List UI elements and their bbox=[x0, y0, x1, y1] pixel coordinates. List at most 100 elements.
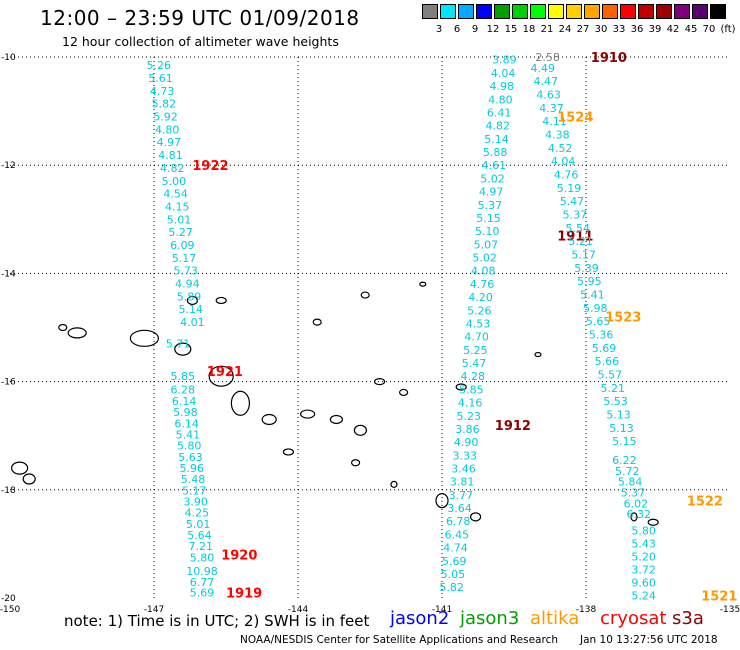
wave-height-value: 5.54 bbox=[566, 222, 591, 235]
island-outline bbox=[647, 518, 659, 526]
scale-tick-label: 42 bbox=[666, 24, 680, 35]
pass-time-label: 1922 bbox=[192, 159, 228, 174]
wave-height-value: 5.17 bbox=[172, 252, 197, 265]
wave-height-value: 5.17 bbox=[182, 484, 207, 497]
scale-tick-label: 9 bbox=[471, 24, 479, 35]
scale-swatch bbox=[458, 4, 474, 19]
scale-tick-label: 70 bbox=[702, 24, 716, 35]
scale-swatch bbox=[494, 4, 510, 19]
wave-height-value: 5.37 bbox=[563, 208, 588, 221]
island-outline bbox=[261, 413, 277, 426]
wave-height-value: 3.86 bbox=[455, 423, 480, 436]
island-outline bbox=[11, 461, 29, 475]
scale-tick-label: 39 bbox=[648, 24, 662, 35]
wave-height-value: 4.15 bbox=[165, 200, 190, 213]
scale-swatch bbox=[710, 4, 726, 19]
y-tick-label: -14 bbox=[1, 269, 16, 279]
wave-height-value: 4.16 bbox=[458, 397, 483, 410]
y-tick-label: -18 bbox=[1, 486, 16, 496]
wave-height-value: 5.14 bbox=[178, 303, 203, 316]
wave-height-value: 5.01 bbox=[167, 213, 192, 226]
wave-height-value: 5.21 bbox=[600, 382, 625, 395]
wave-height-value: 4.81 bbox=[158, 149, 183, 162]
x-tick-label: -144 bbox=[288, 605, 309, 615]
wave-height-value: 5.72 bbox=[615, 465, 640, 478]
island-outline bbox=[230, 390, 250, 416]
wave-height-value: 5.01 bbox=[186, 518, 211, 531]
wave-height-value: 6.41 bbox=[487, 106, 512, 119]
island-outline bbox=[329, 414, 343, 425]
wave-height-value: 4.73 bbox=[150, 85, 175, 98]
y-tick-label: -12 bbox=[1, 161, 16, 171]
wave-height-value: 4.82 bbox=[486, 120, 511, 133]
pass-time-label: 1521 bbox=[701, 589, 737, 604]
y-tick-label: -16 bbox=[1, 378, 16, 388]
wave-height-value: 5.80 bbox=[631, 524, 656, 537]
scale-swatch bbox=[692, 4, 708, 19]
wave-height-value: 4.54 bbox=[163, 188, 188, 201]
satellite-legend-altika: altika bbox=[530, 608, 580, 629]
pass-time-label: 1912 bbox=[495, 419, 531, 434]
wave-height-value: 4.82 bbox=[160, 162, 185, 175]
wave-height-value: 5.37 bbox=[478, 199, 503, 212]
wave-height-value: 5.37 bbox=[621, 487, 646, 500]
wave-height-value: 5.15 bbox=[612, 435, 637, 448]
scale-swatch bbox=[476, 4, 492, 19]
wave-height-value: 4.28 bbox=[460, 370, 485, 383]
satellite-legend-s3a: s3a bbox=[672, 608, 704, 629]
island-outline bbox=[351, 459, 361, 467]
wave-height-value: 4.94 bbox=[175, 278, 200, 291]
wave-height-value: 6.45 bbox=[445, 528, 470, 541]
wave-height-value: 9.60 bbox=[631, 576, 656, 589]
wave-height-value: 5.23 bbox=[457, 410, 482, 423]
wave-height-value: 5.20 bbox=[631, 550, 656, 563]
wave-height-value: 5.69 bbox=[442, 555, 467, 568]
wave-height-value: 5.14 bbox=[484, 133, 509, 146]
wave-height-value: 6.14 bbox=[172, 395, 197, 408]
wave-height-value: 5.71 bbox=[166, 338, 191, 351]
scale-swatch bbox=[656, 4, 672, 19]
wave-height-value: 4.97 bbox=[479, 186, 504, 199]
scale-swatch bbox=[674, 4, 690, 19]
wave-height-value: 3.90 bbox=[183, 496, 208, 509]
x-tick-label: -138 bbox=[576, 605, 597, 615]
pass-time-label: 1523 bbox=[605, 311, 641, 326]
wave-height-value: 5.96 bbox=[180, 462, 205, 475]
island-outline bbox=[129, 329, 159, 347]
wave-height-value: 5.39 bbox=[574, 262, 599, 275]
wave-height-value: 4.01 bbox=[180, 316, 205, 329]
wave-height-value: 4.76 bbox=[554, 168, 579, 181]
scale-swatch bbox=[620, 4, 636, 19]
wave-height-value: 4.70 bbox=[464, 331, 489, 344]
wave-height-value: 3.46 bbox=[451, 462, 476, 475]
chart-subtitle: 12 hour collection of altimeter wave hei… bbox=[62, 34, 339, 49]
wave-height-value: 4.38 bbox=[545, 128, 570, 141]
scale-tick-label: 27 bbox=[576, 24, 590, 35]
wave-height-value: 5.98 bbox=[583, 302, 608, 315]
island-outline bbox=[67, 327, 87, 339]
wave-height-value: 2.58 bbox=[535, 51, 560, 64]
scale-tick-label: 45 bbox=[684, 24, 698, 35]
wave-height-value: 4.53 bbox=[466, 317, 491, 330]
wave-height-value: 6.32 bbox=[627, 508, 652, 521]
wave-height-value: 5.95 bbox=[577, 275, 602, 288]
wave-height-value: 5.80 bbox=[177, 440, 202, 453]
scale-swatch bbox=[512, 4, 528, 19]
chart-title: 12:00 – 23:59 UTC 01/09/2018 bbox=[40, 6, 360, 30]
scale-swatch bbox=[422, 4, 438, 19]
credit-line: NOAA/NESDIS Center for Satellite Applica… bbox=[240, 634, 558, 646]
wave-height-value: 5.02 bbox=[472, 252, 497, 265]
wave-height-value: 6.28 bbox=[171, 384, 196, 397]
wave-height-value: 4.80 bbox=[488, 93, 513, 106]
wave-height-value: 5.85 bbox=[171, 370, 196, 383]
island-outline bbox=[390, 480, 398, 488]
island-outline bbox=[455, 383, 467, 391]
wave-height-value: 5.82 bbox=[152, 98, 177, 111]
scale-tick-label: 6 bbox=[453, 24, 461, 35]
island-outline bbox=[399, 388, 409, 397]
wave-height-value: 7.21 bbox=[188, 540, 213, 553]
wave-height-value: 5.10 bbox=[475, 225, 500, 238]
y-tick-label: -20 bbox=[1, 594, 16, 604]
wave-height-value: 4.76 bbox=[470, 278, 495, 291]
